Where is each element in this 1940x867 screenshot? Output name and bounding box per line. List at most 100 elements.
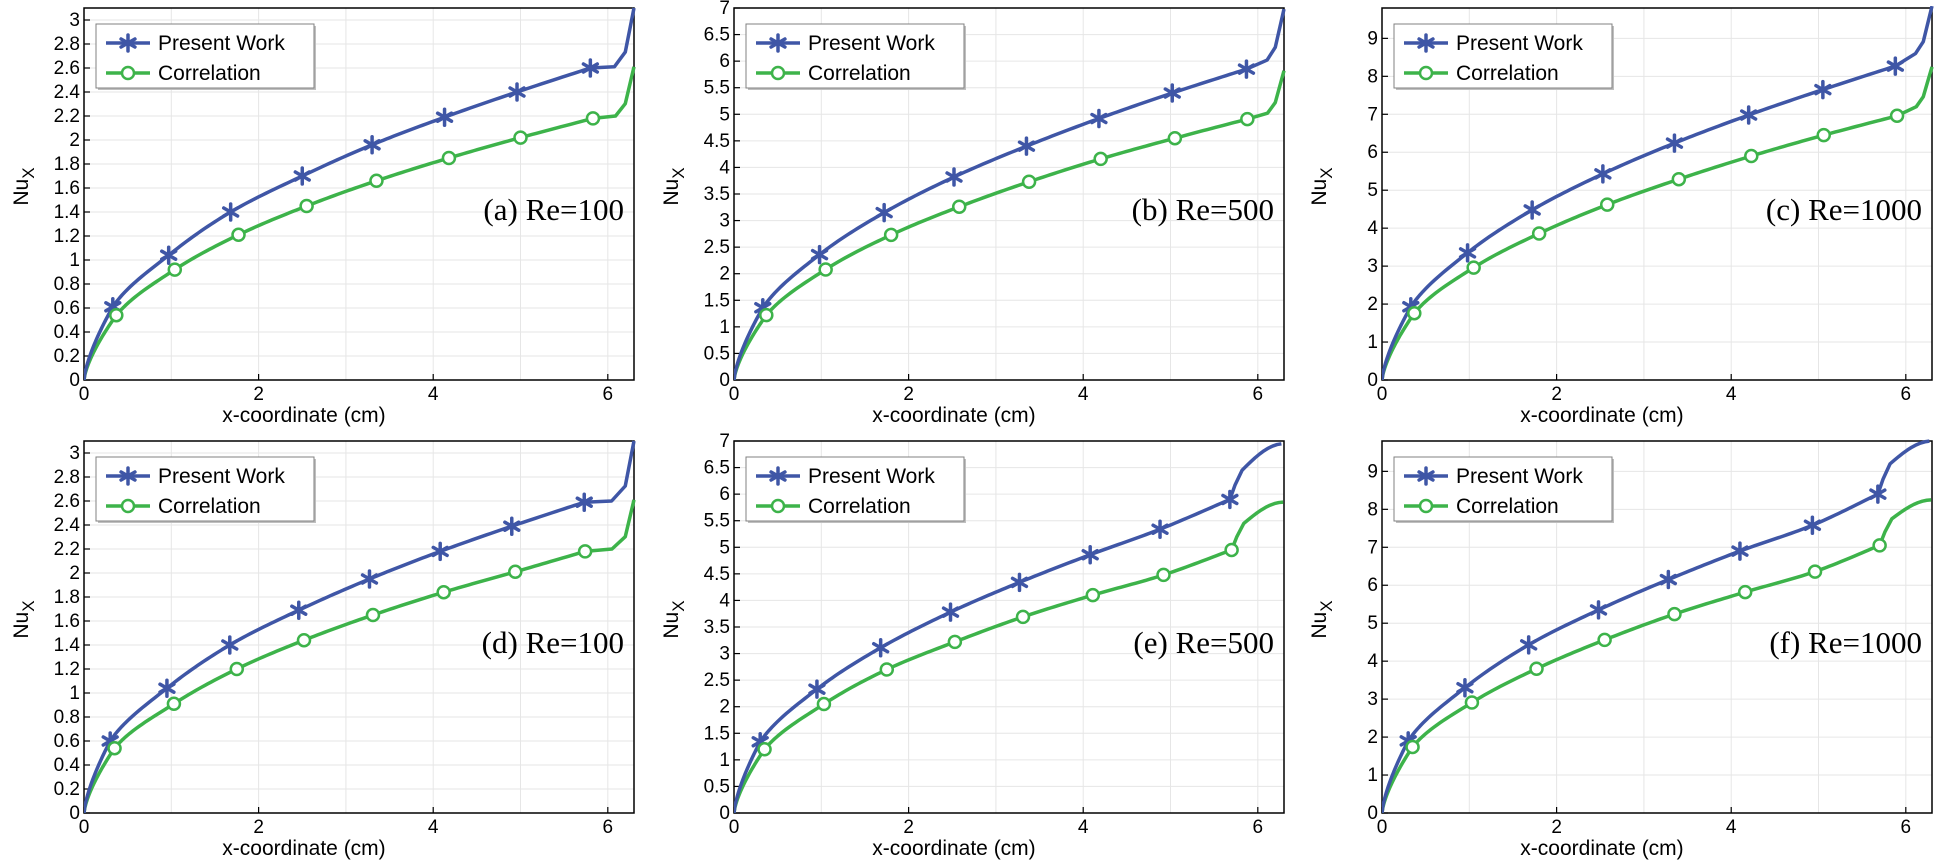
y-axis-label: NuX [10, 600, 38, 638]
x-axis-label: x-coordinate (cm) [1520, 404, 1683, 427]
circle-marker [1737, 584, 1753, 600]
circle-marker [365, 607, 381, 623]
circle-marker [770, 65, 786, 81]
circle-marker [231, 227, 246, 243]
y-tick-label: 1.8 [54, 587, 80, 608]
y-tick-label: 6 [719, 484, 730, 505]
asterisk-marker [221, 635, 239, 655]
circle-marker [441, 150, 457, 166]
y-tick-label: 0 [1367, 803, 1378, 824]
y-axis-label-main: Nu [1308, 179, 1331, 206]
circle-marker [770, 498, 786, 514]
legend: Present Work Correlation [1393, 23, 1614, 90]
x-axis-label: x-coordinate (cm) [222, 404, 385, 427]
circle-marker [1531, 226, 1547, 241]
y-tick-label: 0 [719, 370, 730, 391]
y-axis-label-subscript: X [1317, 167, 1336, 178]
y-tick-label: 1.4 [54, 635, 81, 656]
y-tick-label: 0.5 [704, 343, 730, 364]
asterisk-marker [1814, 79, 1832, 100]
asterisk-marker [1151, 519, 1169, 539]
y-tick-label: 3 [69, 10, 80, 31]
circle-marker [1466, 260, 1481, 275]
y-tick-label: 5.5 [704, 78, 730, 99]
y-axis-label: NuX [660, 600, 688, 638]
x-tick-label: 6 [1901, 817, 1912, 838]
asterisk-marker [508, 82, 526, 102]
chart-panel: 0 2 4 6 0 1 2 3 4 5 6 7 8 9 x-coordinate (cm) NuX (c) Re… [1308, 6, 1934, 427]
y-tick-label: 1.6 [54, 178, 80, 199]
asterisk-marker [1090, 108, 1108, 129]
y-tick-label: 4.5 [704, 131, 730, 152]
circle-marker [369, 173, 384, 189]
asterisk-marker [1010, 572, 1029, 593]
legend: Present Work Correlation [745, 456, 966, 523]
y-tick-label: 0 [1367, 370, 1378, 391]
y-tick-label: 7 [719, 433, 730, 452]
x-tick-label: 4 [1726, 817, 1737, 838]
circle-marker [1464, 695, 1480, 710]
circle-marker [167, 262, 183, 277]
asterisk-marker [158, 678, 176, 698]
x-tick-label: 6 [1253, 384, 1264, 405]
y-tick-label: 4.5 [704, 564, 730, 585]
asterisk-marker [119, 33, 137, 53]
y-tick-label: 2.5 [704, 670, 730, 691]
series-line [84, 66, 636, 380]
plot-frame [83, 440, 635, 814]
y-tick-label: 5.5 [704, 511, 730, 532]
chart-panel: 0 2 4 6 0 0.2 0.4 0.6 0.8 1 1.2 1.4 1.6 1.8 2 2.2 2.4 2.6… [10, 440, 636, 860]
circle-marker [1418, 65, 1434, 81]
y-axis-label-main: Nu [660, 612, 683, 639]
y-tick-label: 2.4 [54, 82, 81, 103]
x-axis-label: x-coordinate (cm) [872, 404, 1035, 427]
y-tick-label: 0 [69, 370, 80, 391]
circle-marker [107, 740, 122, 756]
circle-marker [120, 498, 136, 514]
panel-label: (a) Re=100 [483, 192, 624, 227]
y-tick-label: 6.5 [704, 25, 730, 46]
y-tick-label: 1.2 [54, 659, 80, 680]
circle-marker [1156, 567, 1171, 583]
x-tick-label: 0 [729, 817, 740, 838]
y-tick-label: 4 [1367, 651, 1378, 672]
circle-marker [1021, 174, 1037, 190]
series-line [84, 499, 636, 813]
series-line [1382, 66, 1934, 380]
x-tick-label: 6 [1253, 817, 1264, 838]
y-axis-label-main: Nu [10, 612, 33, 639]
asterisk-marker [1417, 33, 1435, 53]
y-tick-label: 2.6 [54, 58, 80, 79]
y-tick-label: 4 [1367, 218, 1378, 239]
y-tick-label: 5 [719, 104, 730, 125]
y-tick-label: 6 [1367, 575, 1378, 596]
y-tick-label: 1.5 [704, 723, 730, 744]
asterisk-marker [431, 541, 449, 562]
y-tick-label: 1 [1367, 765, 1378, 786]
asterisk-marker [1589, 600, 1608, 620]
asterisk-marker [1417, 466, 1435, 486]
y-tick-label: 1.5 [704, 290, 730, 311]
asterisk-marker [1659, 569, 1678, 590]
chart-panel: 0 2 4 6 0 1 2 3 4 5 6 7 8 9 x-coordinate (cm) NuX (f) Re… [1308, 439, 1933, 860]
y-tick-label: 0.2 [54, 346, 80, 367]
asterisk-marker [1519, 635, 1538, 655]
y-tick-label: 2 [69, 563, 80, 584]
y-tick-label: 3 [1367, 256, 1378, 277]
circle-marker [1671, 171, 1687, 187]
y-tick-label: 1.8 [54, 154, 80, 175]
y-tick-label: 2 [1367, 727, 1378, 748]
circle-marker [1015, 609, 1031, 625]
y-tick-label: 0.4 [54, 322, 81, 343]
legend-entry: Present Work [808, 465, 935, 488]
y-tick-label: 3 [69, 443, 80, 464]
circle-marker [166, 696, 182, 712]
circle-marker [1167, 130, 1183, 146]
chart-panel: 0 2 4 6 0 0.5 1 1.5 2 2.5 3 3.5 4 4.5 5 5.5 6 6.5 7 x-coord… [660, 433, 1285, 860]
circle-marker [757, 741, 772, 757]
legend-entry: Correlation [808, 62, 911, 85]
x-tick-label: 2 [253, 817, 264, 838]
legend: Present Work Correlation [1393, 456, 1614, 523]
circle-marker [585, 111, 601, 126]
x-tick-label: 2 [1551, 817, 1562, 838]
